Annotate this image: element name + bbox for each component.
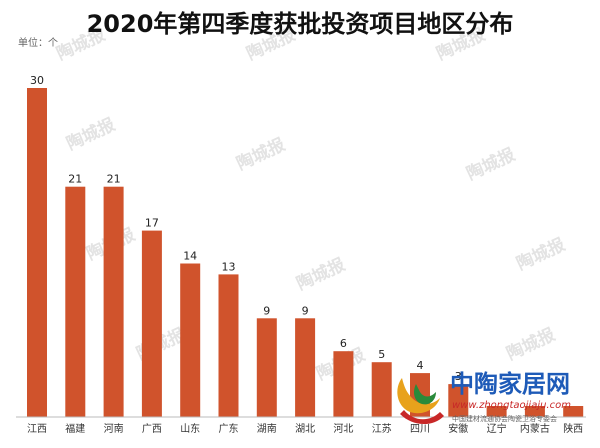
watermark-text: 陶城报 (63, 114, 118, 155)
bar-4 (180, 263, 201, 417)
category-label-7: 湖北 (295, 423, 315, 435)
logo-subtitle: 中国建材流通协会陶瓷卫浴专委会 (452, 414, 557, 423)
bar-7 (295, 318, 316, 417)
watermark-text: 陶城报 (463, 144, 518, 185)
bar-8 (333, 351, 354, 417)
category-label-0: 江西 (27, 423, 47, 435)
value-label-7: 9 (302, 304, 309, 317)
category-label-2: 河南 (104, 422, 124, 435)
category-label-3: 广西 (142, 423, 162, 435)
category-label-11: 安徽 (448, 422, 468, 435)
bars-group (27, 88, 584, 417)
watermark-text: 陶城报 (513, 234, 568, 275)
category-label-9: 江苏 (372, 422, 392, 435)
logo-url: www.zhongtaojiaju.com (452, 400, 571, 411)
category-label-8: 河北 (333, 423, 353, 435)
bar-1 (65, 186, 86, 417)
value-label-9: 5 (378, 348, 385, 361)
category-label-5: 广东 (219, 422, 239, 435)
value-label-4: 14 (183, 250, 197, 263)
category-label-6: 湖南 (257, 422, 277, 435)
bar-13 (524, 406, 545, 417)
bar-14 (563, 406, 584, 417)
bar-9 (371, 362, 392, 417)
bar-6 (256, 318, 277, 417)
category-label-4: 山东 (180, 422, 200, 435)
category-label-14: 陕西 (563, 422, 583, 435)
value-label-8: 6 (340, 337, 347, 350)
category-label-1: 福建 (65, 422, 85, 435)
bar-3 (141, 230, 162, 417)
watermark-text: 陶城报 (233, 134, 288, 175)
watermark-text: 陶城报 (293, 254, 348, 295)
value-label-11: 3 (455, 370, 462, 383)
site-logo: 中陶家居网 www.zhongtaojiaju.com 中国建材流通协会陶瓷卫浴… (397, 370, 571, 425)
value-label-2: 21 (107, 173, 121, 186)
chart-title: 2020年第四季度获批投资项目地区分布 (87, 10, 514, 38)
bar-11 (448, 384, 469, 417)
value-label-0: 30 (30, 74, 44, 87)
logo-emblem-icon (397, 378, 444, 425)
bar-0 (27, 88, 47, 417)
logo-name: 中陶家居网 (450, 370, 570, 398)
value-label-10: 4 (417, 359, 424, 372)
bar-12 (486, 406, 507, 417)
watermark-text: 陶城报 (503, 324, 558, 365)
bar-5 (218, 274, 239, 417)
bar-2 (103, 186, 124, 417)
value-label-5: 13 (222, 260, 236, 273)
value-label-6: 9 (263, 304, 270, 317)
value-label-1: 21 (68, 173, 82, 186)
category-label-12: 辽宁 (487, 422, 507, 435)
value-label-3: 17 (145, 217, 159, 230)
category-label-10: 四川 (410, 424, 430, 435)
unit-label: 单位：个 (18, 36, 58, 49)
category-label-13: 内蒙古 (520, 422, 550, 435)
labels-group: 30 江西 21 福建 21 河南 17 广西 14 山东 13 广东 9 湖南 9 湖北 6 河北 5 江苏 4 四川 3… (27, 74, 583, 435)
